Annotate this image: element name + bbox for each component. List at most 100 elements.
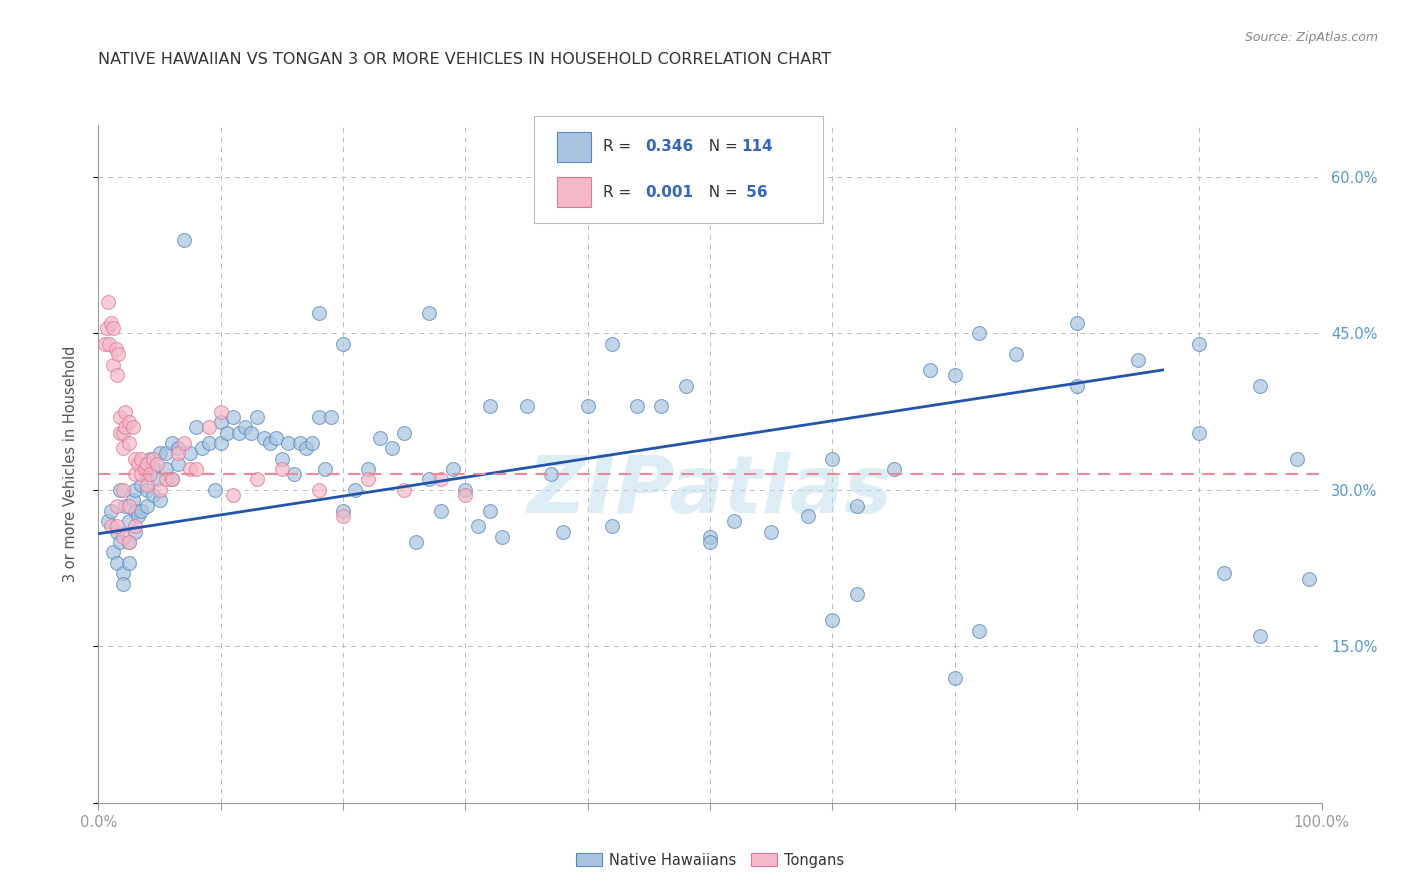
Point [186, 420, 208, 434]
Point [1066, 378, 1088, 392]
Point [136, 483, 159, 497]
Point [209, 436, 232, 450]
Point [454, 488, 477, 502]
Point [270, 451, 294, 466]
Point [332, 337, 354, 351]
Point [344, 483, 367, 497]
Text: 0.346: 0.346 [645, 139, 693, 154]
Point [626, 400, 648, 414]
Point [118, 415, 141, 429]
Text: NATIVE HAWAIIAN VS TONGAN 3 OR MORE VEHICLES IN HOUSEHOLD CORRELATION CHART: NATIVE HAWAIIAN VS TONGAN 3 OR MORE VEHI… [98, 52, 831, 67]
Text: 0.001: 0.001 [645, 185, 693, 200]
Point [136, 467, 159, 482]
Point [368, 431, 391, 445]
Point [197, 436, 219, 450]
Point [478, 504, 501, 518]
Point [173, 233, 195, 247]
Point [149, 483, 172, 497]
Point [110, 535, 132, 549]
Text: R =: R = [603, 185, 637, 200]
Point [1298, 572, 1320, 586]
Point [124, 504, 146, 518]
Point [134, 462, 156, 476]
Point [101, 358, 124, 372]
Point [107, 347, 129, 361]
Point [233, 420, 256, 434]
Point [943, 368, 966, 383]
Point [699, 535, 721, 549]
Point [124, 519, 146, 533]
Point [1066, 316, 1088, 330]
Point [418, 473, 440, 487]
Point [430, 504, 453, 518]
Point [100, 316, 122, 330]
Point [105, 499, 128, 513]
Point [146, 473, 169, 487]
Point [124, 451, 146, 466]
Point [129, 504, 152, 518]
Point [197, 420, 219, 434]
Point [650, 400, 672, 414]
Point [186, 462, 208, 476]
Point [228, 425, 250, 440]
Point [319, 409, 342, 424]
Point [1212, 566, 1234, 581]
Point [101, 545, 124, 559]
Point [105, 368, 128, 383]
Point [553, 524, 575, 539]
Point [821, 613, 844, 627]
Point [246, 473, 269, 487]
Point [1249, 378, 1271, 392]
Point [111, 530, 134, 544]
Point [441, 462, 464, 476]
Point [124, 483, 146, 497]
Point [478, 400, 501, 414]
Point [155, 462, 177, 476]
Point [920, 363, 942, 377]
Point [491, 530, 513, 544]
Point [392, 425, 416, 440]
Point [149, 493, 172, 508]
Point [129, 477, 152, 491]
Point [259, 436, 281, 450]
Point [209, 415, 232, 429]
Point [270, 462, 294, 476]
Point [264, 431, 287, 445]
Point [127, 457, 149, 471]
Point [118, 436, 141, 450]
Point [111, 576, 134, 591]
Point [1188, 337, 1211, 351]
Point [110, 483, 132, 497]
Point [845, 499, 868, 513]
Point [124, 524, 146, 539]
Point [142, 451, 165, 466]
Point [418, 305, 440, 319]
Point [111, 425, 134, 440]
Point [97, 295, 120, 310]
Point [111, 483, 134, 497]
Point [134, 462, 156, 476]
Point [110, 425, 132, 440]
Point [515, 400, 537, 414]
Point [118, 514, 141, 528]
Point [1188, 425, 1211, 440]
Point [1004, 347, 1026, 361]
Point [308, 305, 330, 319]
Point [454, 483, 477, 497]
Point [600, 519, 623, 533]
Point [332, 504, 354, 518]
Point [675, 378, 697, 392]
Point [179, 446, 201, 460]
Point [943, 671, 966, 685]
Point [142, 488, 165, 502]
Point [209, 405, 232, 419]
Point [797, 508, 820, 523]
Point [111, 566, 134, 581]
Point [114, 420, 136, 434]
Point [277, 436, 299, 450]
Point [356, 462, 378, 476]
Point [222, 409, 245, 424]
Point [204, 483, 226, 497]
Point [356, 473, 378, 487]
Point [105, 519, 128, 533]
